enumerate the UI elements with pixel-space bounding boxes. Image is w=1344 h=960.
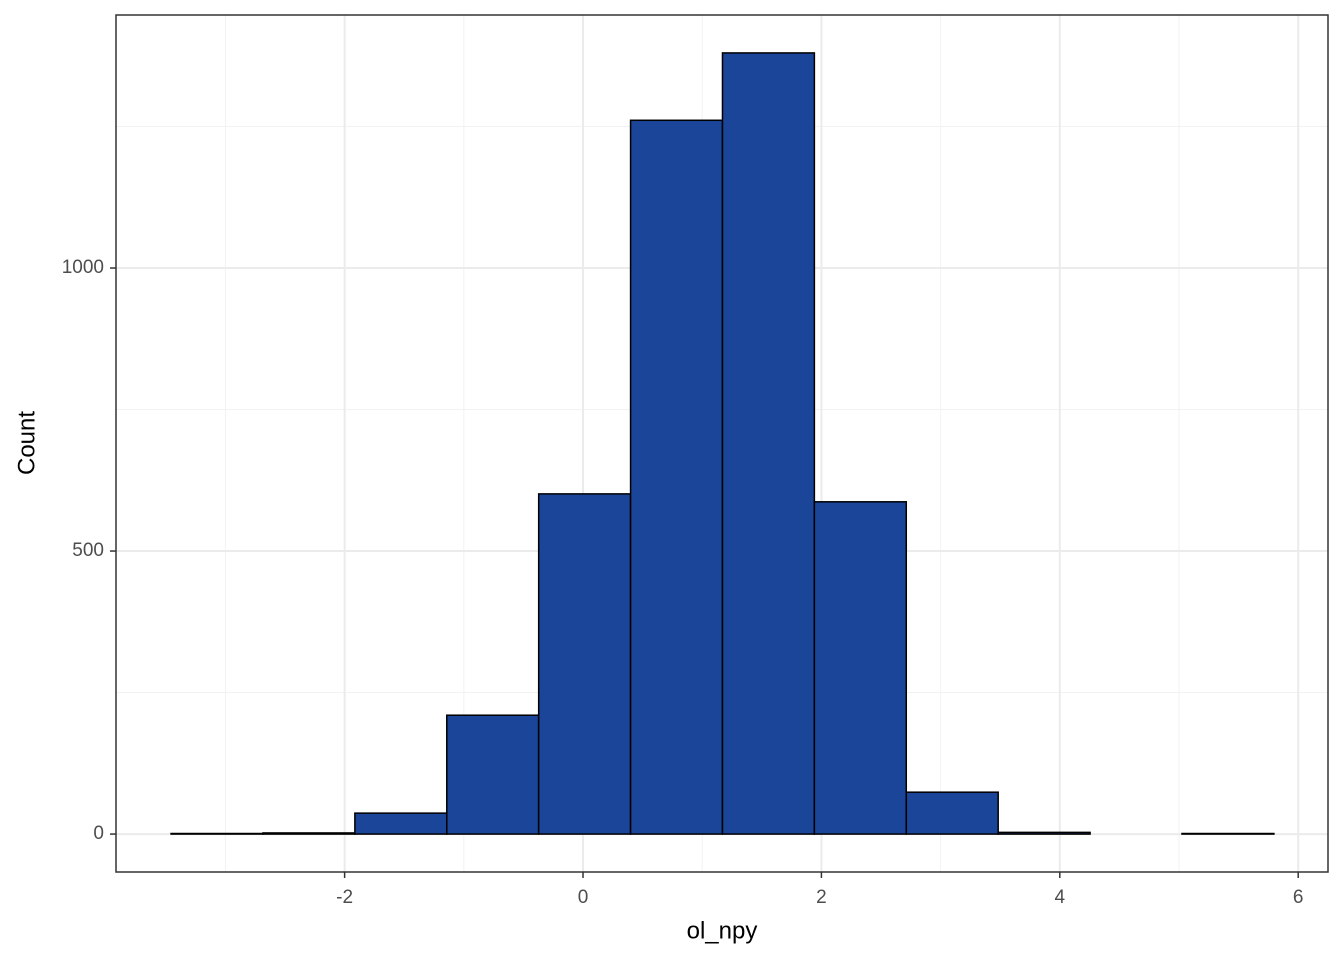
x-tick-label: 4 bbox=[1055, 887, 1066, 908]
x-tick-label: -2 bbox=[336, 887, 353, 908]
bar bbox=[629, 119, 724, 835]
x-tick-label: 2 bbox=[816, 887, 827, 908]
bar bbox=[170, 832, 264, 835]
x-tick-label: 0 bbox=[578, 887, 589, 908]
y-tick-label: 1000 bbox=[62, 257, 104, 278]
bar bbox=[721, 52, 816, 835]
bar bbox=[905, 791, 999, 835]
x-tick-label: 6 bbox=[1293, 887, 1304, 908]
bar bbox=[813, 501, 908, 835]
bar bbox=[262, 832, 356, 835]
bar bbox=[537, 493, 632, 835]
bar bbox=[997, 831, 1091, 835]
x-axis-title: ol_npy bbox=[687, 917, 758, 944]
bar bbox=[446, 714, 540, 835]
bar bbox=[354, 812, 448, 835]
plot-border bbox=[115, 14, 1329, 873]
y-tick-label: 500 bbox=[72, 540, 104, 561]
y-tick-label: 0 bbox=[93, 823, 104, 844]
y-axis-title: Count bbox=[13, 411, 40, 475]
bar bbox=[1181, 832, 1275, 835]
